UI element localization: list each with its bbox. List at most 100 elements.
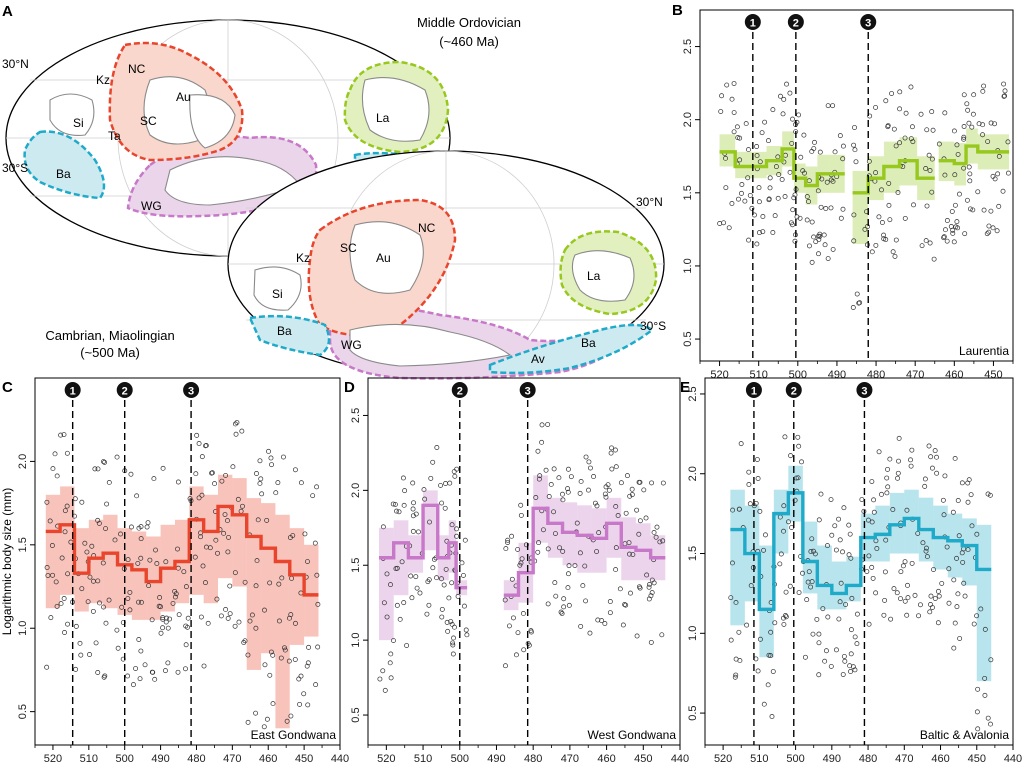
ord-landmasses — [49, 76, 430, 206]
data-point — [622, 602, 628, 607]
data-point — [454, 533, 460, 539]
data-point — [922, 476, 928, 482]
data-point — [961, 124, 967, 129]
data-point — [444, 619, 450, 625]
data-point — [775, 154, 781, 160]
x-tick-label: 450 — [634, 753, 652, 765]
x-tick-label: 490 — [151, 753, 169, 765]
data-point — [859, 497, 865, 502]
data-point — [232, 421, 238, 427]
data-point — [848, 669, 853, 674]
data-point — [848, 651, 854, 657]
region-label: East Gondwana — [251, 728, 337, 742]
event-label: 2 — [791, 386, 797, 398]
data-point — [923, 166, 929, 171]
ord-lat-south: 30°S — [2, 161, 28, 175]
data-point — [736, 629, 742, 635]
data-point — [402, 488, 408, 494]
data-point — [772, 620, 778, 626]
data-point — [566, 602, 572, 608]
data-point — [201, 663, 207, 669]
data-point — [612, 447, 618, 453]
data-point — [929, 465, 935, 471]
data-point — [924, 127, 930, 133]
data-point — [773, 164, 779, 170]
data-point — [653, 534, 659, 540]
data-point — [778, 551, 784, 557]
data-point — [853, 159, 859, 165]
data-point — [888, 616, 894, 622]
data-point — [58, 601, 64, 607]
plot-frame — [34, 377, 341, 746]
panel-d-letter: D — [344, 379, 355, 396]
data-point — [131, 682, 136, 688]
data-point — [790, 207, 796, 213]
data-point — [454, 466, 460, 472]
ci-band — [232, 478, 247, 587]
data-point — [893, 143, 899, 149]
data-point — [561, 596, 567, 602]
data-point — [924, 203, 930, 209]
data-point — [882, 569, 888, 575]
event-marker — [64, 382, 81, 398]
data-point — [411, 500, 416, 506]
data-point — [900, 563, 906, 569]
data-point — [545, 422, 551, 427]
data-point — [883, 237, 889, 242]
x-tick-label: 500 — [786, 753, 804, 765]
data-point — [881, 232, 887, 238]
data-point — [840, 206, 846, 212]
data-point — [879, 220, 885, 225]
data-point — [213, 537, 219, 543]
data-point — [851, 142, 857, 148]
data-point — [537, 473, 543, 479]
data-point — [866, 621, 872, 627]
data-point — [660, 480, 666, 486]
data-point — [805, 579, 811, 585]
data-point — [93, 640, 99, 646]
data-point — [445, 628, 451, 634]
data-point — [942, 473, 948, 479]
data-point — [397, 616, 403, 622]
x-tick-label: 470 — [895, 753, 913, 765]
data-point — [852, 125, 857, 130]
data-point — [428, 475, 434, 481]
data-point — [264, 517, 270, 523]
data-point — [1002, 88, 1008, 94]
data-point — [944, 544, 950, 550]
data-point — [207, 545, 213, 551]
data-point — [509, 576, 515, 582]
data-point — [315, 644, 321, 650]
data-point — [381, 600, 387, 606]
data-point — [393, 566, 399, 572]
data-point — [944, 218, 950, 223]
data-point — [783, 589, 789, 595]
data-point — [951, 128, 957, 134]
data-point — [908, 457, 913, 463]
data-point — [410, 528, 416, 534]
data-point — [876, 214, 882, 220]
data-point — [101, 459, 106, 465]
y-tick-label: 2.5 — [350, 408, 362, 423]
data-point — [253, 710, 259, 716]
data-point — [620, 622, 626, 628]
ci-band — [261, 503, 276, 654]
data-point — [932, 596, 938, 601]
data-point — [990, 225, 996, 231]
data-point — [922, 483, 928, 489]
data-point — [964, 101, 970, 107]
data-point — [199, 454, 205, 460]
data-point — [87, 574, 93, 580]
data-point — [215, 550, 220, 556]
data-point — [505, 540, 511, 545]
data-point — [936, 141, 942, 147]
plot-frame — [704, 377, 1014, 746]
data-point — [980, 132, 986, 138]
data-point — [388, 651, 394, 657]
data-point — [298, 673, 304, 679]
data-point — [825, 543, 830, 549]
ord-baltica-region — [23, 130, 106, 200]
data-point — [871, 509, 877, 515]
data-point — [731, 110, 737, 116]
cam-label-kz: Kz — [296, 251, 310, 265]
